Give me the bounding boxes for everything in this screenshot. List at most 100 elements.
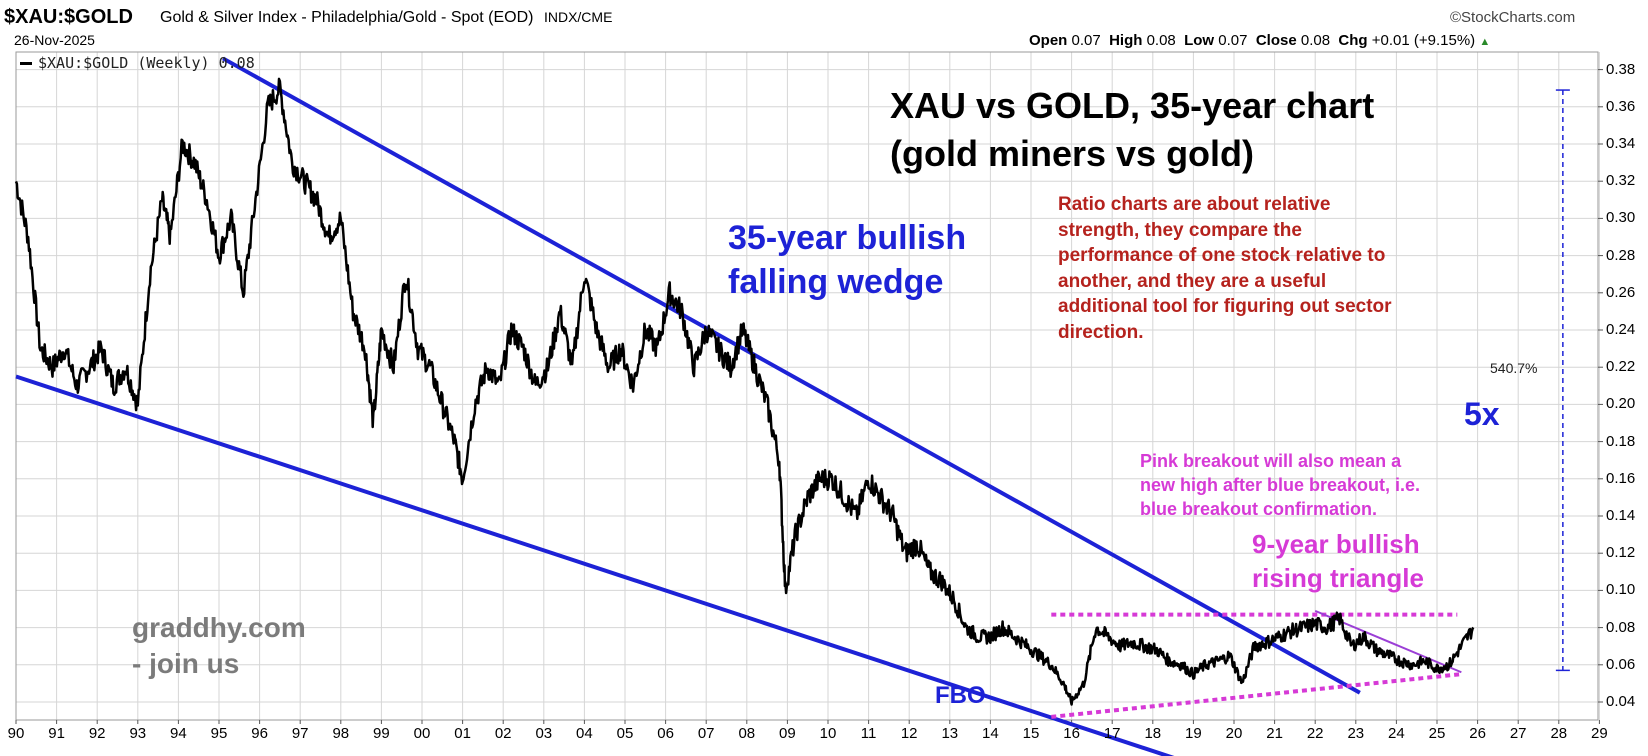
x-tick-label: 92 (88, 725, 106, 742)
x-tick-label: 05 (616, 725, 634, 742)
pink-line: blue breakout confirmation. (1140, 499, 1378, 519)
ratio-line: direction. (1058, 321, 1144, 343)
legend-line-icon (20, 62, 32, 65)
ratio-line: performance of one stock relative to (1058, 245, 1386, 266)
y-tick-label: 0.24 (1606, 321, 1636, 338)
chg-label: Chg (1338, 32, 1368, 49)
trendline-wedge-upper (222, 56, 1361, 695)
percent-change-label: 540.7% (1490, 360, 1538, 376)
trendlines (15, 56, 1570, 756)
plot-frame (15, 51, 1599, 721)
y-tick-label: 0.06 (1606, 655, 1636, 673)
x-tick-label: 16 (1063, 725, 1080, 742)
five-x-label: 5x (1464, 396, 1500, 432)
y-tick-label: 0.30 (1606, 209, 1636, 227)
trendline-wedge-lower (15, 374, 1175, 756)
x-tick-label: 18 (1144, 725, 1162, 742)
y-tick-label: 0.08 (1606, 618, 1636, 636)
x-tick-label: 02 (494, 725, 512, 742)
low-label: Low (1184, 32, 1215, 49)
close-label: Close (1255, 32, 1297, 49)
grid-lines (15, 52, 1600, 720)
ohlc-readout: Open 0.07 High 0.08 Low 0.07 Close 0.08 … (1029, 32, 1490, 49)
x-tick-label: 22 (1306, 725, 1324, 742)
y-tick-label: 0.20 (1606, 395, 1636, 413)
y-tick-label: 0.38 (1606, 60, 1636, 78)
triangle-line-1: 9-year bullish (1252, 529, 1420, 559)
pink-breakout-note: Pink breakout will also mean a new high … (1140, 449, 1420, 521)
chart-description: Gold & Silver Index - Philadelphia/Gold … (160, 9, 612, 27)
high-label: High (1109, 32, 1143, 49)
y-tick-label: 0.34 (1606, 135, 1636, 152)
pink-line: Pink breakout will also mean a (1140, 451, 1402, 471)
x-tick-label: 25 (1428, 725, 1446, 742)
legend-text: $XAU:$GOLD (Weekly) 0.08 (38, 54, 255, 72)
x-tick-label: 04 (576, 725, 593, 742)
x-tick-label: 01 (454, 725, 471, 742)
x-tick-label: 90 (7, 725, 25, 742)
x-tick-label: 99 (373, 725, 390, 742)
ratio-line: Ratio charts are about relative (1058, 194, 1331, 215)
y-tick-label: 0.14 (1606, 507, 1636, 524)
ratio-line: another, and they are a useful (1058, 270, 1327, 292)
x-tick-label: 07 (697, 725, 715, 742)
y-tick-label: 0.32 (1606, 172, 1636, 190)
wedge-annotation: 35-year bullish falling wedge (728, 216, 966, 304)
x-tick-label: 20 (1225, 725, 1243, 742)
x-tick-label: 00 (413, 725, 431, 742)
y-tick-label: 0.10 (1606, 581, 1636, 599)
wedge-line-2: falling wedge (728, 263, 944, 301)
x-tick-label: 91 (48, 725, 65, 742)
x-tick-label: 06 (657, 725, 674, 742)
triangle-line-2: rising triangle (1252, 563, 1424, 593)
exchange-text: INDX/CME (543, 9, 613, 25)
y-tick-label: 0.36 (1606, 97, 1636, 115)
price-series-line (14, 77, 1475, 706)
ratio-line: additional tool for figuring out sector (1058, 296, 1392, 317)
x-tick-label: 12 (900, 725, 918, 742)
x-tick-label: 29 (1591, 725, 1608, 742)
y-tick-label: 0.18 (1606, 432, 1636, 450)
x-tick-label: 24 (1388, 725, 1405, 742)
close-value: 0.08 (1300, 32, 1331, 49)
x-tick-label: 08 (738, 725, 756, 742)
y-tick-label: 0.28 (1606, 246, 1636, 264)
chart-title-annotation: XAU vs GOLD, 35-year chart (gold miners … (890, 82, 1374, 178)
wedge-line-1: 35-year bullish (728, 219, 967, 257)
ratio-note: Ratio charts are about relative strength… (1058, 192, 1392, 345)
high-value: 0.08 (1146, 32, 1176, 49)
up-arrow-icon: ▲ (1479, 36, 1491, 48)
series-legend: $XAU:$GOLD (Weekly) 0.08 (20, 54, 255, 72)
x-tick-label: 95 (210, 725, 228, 742)
chart-date: 26-Nov-2025 (14, 32, 95, 48)
ratio-line: strength, they compare the (1058, 219, 1302, 241)
y-tick-label: 0.04 (1606, 693, 1636, 710)
x-tick-label: 27 (1509, 725, 1527, 742)
trendline-triangle-bottom (1051, 672, 1462, 719)
x-tick-label: 17 (1103, 725, 1121, 742)
x-tick-label: 96 (251, 725, 268, 742)
triangle-annotation: 9-year bullish rising triangle (1252, 527, 1424, 595)
x-tick-label: 21 (1266, 725, 1283, 742)
x-tick-label: 97 (291, 725, 309, 742)
source-credit: ©StockCharts.com (1450, 9, 1576, 26)
axes (15, 51, 1603, 724)
x-tick-label: 28 (1550, 725, 1568, 742)
y-tick-label: 0.12 (1606, 544, 1636, 562)
x-tick-label: 94 (170, 725, 187, 742)
x-tick-label: 98 (332, 725, 350, 742)
x-tick-label: 14 (982, 725, 999, 742)
brand-line-2: - join us (132, 648, 240, 679)
x-tick-label: 11 (860, 725, 877, 742)
open-value: 0.07 (1071, 32, 1101, 49)
title-line-2: (gold miners vs gold) (890, 133, 1255, 174)
x-tick-label: 13 (941, 725, 959, 742)
brand-watermark: graddhy.com - join us (132, 610, 306, 682)
x-tick-label: 23 (1347, 725, 1365, 742)
title-line-1: XAU vs GOLD, 35-year chart (890, 85, 1375, 126)
x-tick-label: 93 (129, 725, 147, 742)
low-value: 0.07 (1218, 32, 1248, 49)
x-tick-label: 03 (535, 725, 553, 742)
description-text: Gold & Silver Index - Philadelphia/Gold … (160, 9, 534, 26)
